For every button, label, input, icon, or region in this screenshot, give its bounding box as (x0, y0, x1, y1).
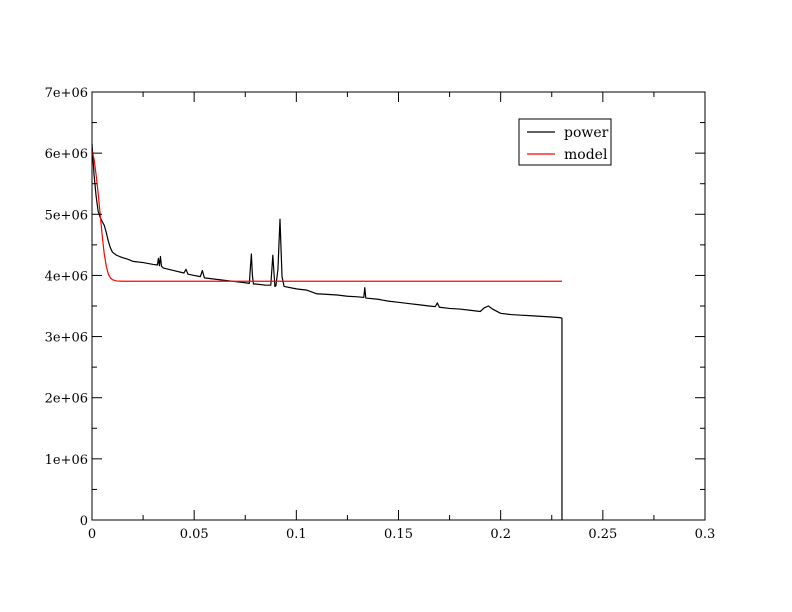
y-tick-label: 5e+06 (45, 208, 88, 223)
y-tick-label: 1e+06 (45, 453, 88, 468)
y-tick-label: 4e+06 (45, 269, 88, 284)
x-tick-label: 0.25 (588, 527, 617, 542)
legend-label-model: model (564, 147, 608, 163)
ticks-layer: 0 0.05 0.1 0.15 0.2 0.25 0.3 0 1e+06 2e+06 3e+06 4e… (45, 86, 716, 542)
series-layer (91, 143, 563, 520)
y-tick-label: 2e+06 (45, 392, 88, 407)
y-tick-label: 6e+06 (45, 147, 88, 162)
x-tick-label: 0.1 (286, 527, 307, 542)
y-tick-label: 3e+06 (45, 331, 88, 346)
series-line-model (91, 149, 562, 282)
legend-box (518, 118, 612, 166)
legend-label-power: power (564, 125, 609, 141)
y-tick-label: 7e+06 (45, 86, 88, 101)
y-tick-label: 0 (80, 514, 88, 529)
x-tick-label: 0.3 (695, 527, 716, 542)
x-tick-label: 0.05 (180, 527, 209, 542)
x-tick-label: 0.15 (384, 527, 413, 542)
series-line-power (91, 143, 563, 520)
x-tick-label: 0.2 (490, 527, 511, 542)
legend: power model (518, 118, 612, 166)
x-tick-label: 0 (88, 527, 96, 542)
